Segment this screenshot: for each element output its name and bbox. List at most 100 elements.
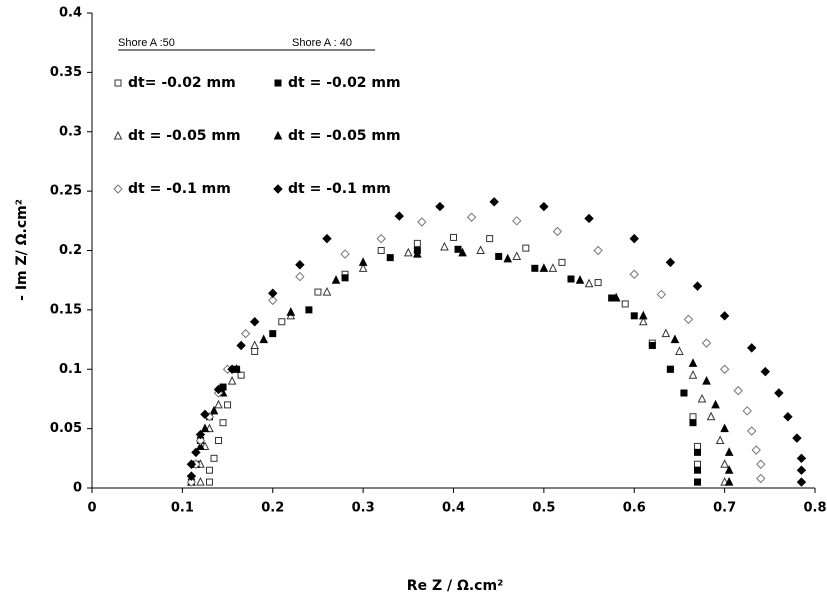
y-tick-label: 0.4 xyxy=(59,6,82,21)
data-point xyxy=(757,460,765,468)
data-point xyxy=(695,479,701,485)
y-tick-label: 0.25 xyxy=(50,184,82,199)
data-point xyxy=(631,313,637,319)
data-point xyxy=(206,479,212,485)
data-point xyxy=(211,455,217,461)
data-point xyxy=(451,234,457,240)
data-point xyxy=(662,330,669,337)
data-point xyxy=(296,273,304,281)
data-point xyxy=(378,248,384,254)
data-point xyxy=(436,203,444,211)
data-point xyxy=(229,377,236,384)
data-point xyxy=(251,342,258,349)
data-point xyxy=(468,213,476,221)
data-point xyxy=(238,372,244,378)
y-tick-label: 0.15 xyxy=(50,302,82,317)
data-point xyxy=(260,336,267,343)
data-point xyxy=(523,245,529,251)
legend-title: Shore A : 40 xyxy=(292,37,352,49)
data-point xyxy=(684,315,692,323)
data-point xyxy=(333,276,340,283)
data-point xyxy=(477,247,484,254)
x-tick-label: 0.1 xyxy=(171,501,194,516)
data-point xyxy=(649,343,655,349)
y-tick-label: 0 xyxy=(73,481,82,496)
data-point xyxy=(630,270,638,278)
data-point xyxy=(595,280,601,286)
legend-label: dt = -0.05 mm xyxy=(288,128,401,144)
data-point xyxy=(242,330,250,338)
data-point xyxy=(315,289,321,295)
data-point xyxy=(695,467,701,473)
data-point xyxy=(657,290,665,298)
data-point xyxy=(630,235,638,243)
x-tick-label: 0 xyxy=(87,501,96,516)
data-point xyxy=(323,288,330,295)
legend-label: dt = -0.02 mm xyxy=(288,75,401,91)
legend-title: Shore A :50 xyxy=(118,37,175,49)
data-point xyxy=(559,259,565,265)
data-point xyxy=(360,258,367,265)
data-point xyxy=(793,434,801,442)
data-point xyxy=(676,347,683,354)
y-axis-label: - Im Z/ Ω.cm² xyxy=(14,199,30,301)
x-tick-label: 0.8 xyxy=(803,501,826,516)
data-point xyxy=(206,467,212,473)
legend-marker xyxy=(275,80,281,86)
data-point xyxy=(721,312,729,320)
data-point xyxy=(513,252,520,259)
data-point xyxy=(690,420,696,426)
data-point xyxy=(775,389,783,397)
data-point xyxy=(568,276,574,282)
y-tick-label: 0.3 xyxy=(59,124,82,139)
data-point xyxy=(237,342,245,350)
data-point xyxy=(577,276,584,283)
data-point xyxy=(377,235,385,243)
data-point xyxy=(712,401,719,408)
data-point xyxy=(690,414,696,420)
data-point xyxy=(585,214,593,222)
data-point xyxy=(797,478,805,486)
data-point xyxy=(666,258,674,266)
data-point xyxy=(540,264,547,271)
data-point xyxy=(490,198,498,206)
data-point xyxy=(699,395,706,402)
data-point xyxy=(341,250,349,258)
legend-label: dt = -0.05 mm xyxy=(128,128,241,144)
data-point xyxy=(342,275,348,281)
data-point xyxy=(306,307,312,313)
data-point xyxy=(197,478,204,485)
data-point xyxy=(721,365,729,373)
data-point xyxy=(395,212,403,220)
data-point xyxy=(513,217,521,225)
data-point xyxy=(487,236,493,242)
data-point xyxy=(622,301,628,307)
x-axis-label: Re Z / Ω.cm² xyxy=(407,578,503,594)
data-point xyxy=(296,261,304,269)
data-point xyxy=(496,253,502,259)
data-point xyxy=(594,247,602,255)
data-point xyxy=(586,280,593,287)
data-point xyxy=(270,331,276,337)
data-point xyxy=(549,264,556,271)
data-point xyxy=(726,448,733,455)
data-point xyxy=(734,387,742,395)
data-point xyxy=(721,460,728,467)
data-point xyxy=(540,203,548,211)
data-point xyxy=(703,377,710,384)
data-point xyxy=(748,427,756,435)
data-point xyxy=(695,443,701,449)
x-tick-label: 0.4 xyxy=(442,501,465,516)
legend-label: dt= -0.02 mm xyxy=(128,75,236,91)
legend-marker xyxy=(274,185,282,193)
data-point xyxy=(287,308,294,315)
data-point xyxy=(387,255,393,261)
data-point xyxy=(269,289,277,297)
x-tick-label: 0.6 xyxy=(623,501,646,516)
data-point xyxy=(504,255,511,262)
data-point xyxy=(225,402,231,408)
data-point xyxy=(797,454,805,462)
y-tick-label: 0.35 xyxy=(50,65,82,80)
x-tick-label: 0.5 xyxy=(532,501,555,516)
data-point xyxy=(689,359,696,366)
